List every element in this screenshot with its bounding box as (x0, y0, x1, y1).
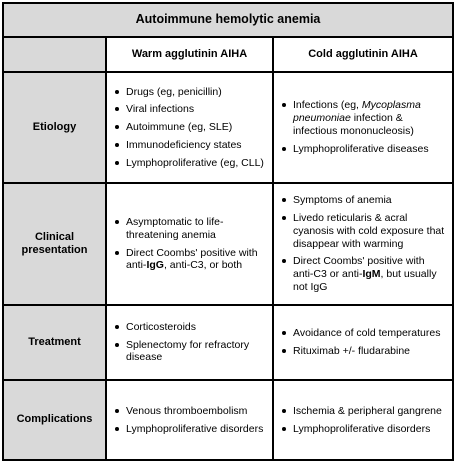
row-label-complications: Complications (2, 379, 107, 461)
list-item: Direct Coombs' positive with anti-C3 or … (278, 255, 446, 293)
cell-etiology-warm: Drugs (eg, penicillin) Viral infections … (105, 71, 274, 184)
column-header-cold: Cold agglutinin AIHA (271, 36, 454, 73)
cell-clinical-cold: Symptoms of anemia Livedo reticularis & … (271, 182, 454, 306)
text-run: , but usually not IgG (293, 268, 437, 293)
list-item: Ischemia & peripheral gangrene (278, 405, 446, 418)
list-item: Direct Coombs' positive with anti-IgG, a… (111, 247, 266, 273)
column-header-warm: Warm agglutinin AIHA (105, 36, 274, 73)
list-etiology-cold: Infections (eg, Mycoplasma pneumoniae in… (278, 99, 446, 155)
list-item: Drugs (eg, penicillin) (111, 86, 266, 99)
list-item: Splenectomy for refractory disease (111, 339, 266, 365)
list-item: Venous thromboembolism (111, 405, 266, 418)
column-header-row: Warm agglutinin AIHA Cold agglutinin AIH… (2, 36, 454, 73)
list-item: Autoimmune (eg, SLE) (111, 121, 266, 134)
row-treatment: Treatment Corticosteroids Splenectomy fo… (2, 304, 454, 381)
list-item: Lymphoproliferative disorders (278, 423, 446, 436)
corner-cell (2, 36, 107, 73)
text-run-italic: Mycoplasma pneumoniae (293, 99, 421, 125)
list-clinical-warm: Asymptomatic to life-threatening anemia … (111, 216, 266, 272)
row-clinical-presentation: Clinical presentation Asymptomatic to lif… (2, 182, 454, 306)
row-label-etiology: Etiology (2, 71, 107, 184)
row-label-clinical-presentation: Clinical presentation (2, 182, 107, 306)
list-item: Corticosteroids (111, 321, 266, 334)
list-item: Immunodeficiency states (111, 139, 266, 152)
text-run: , anti-C3, or both (163, 259, 243, 272)
cell-clinical-warm: Asymptomatic to life-threatening anemia … (105, 182, 274, 306)
list-etiology-warm: Drugs (eg, penicillin) Viral infections … (111, 86, 266, 170)
cell-etiology-cold: Infections (eg, Mycoplasma pneumoniae in… (271, 71, 454, 184)
list-item: Asymptomatic to life-threatening anemia (111, 216, 266, 242)
list-clinical-cold: Symptoms of anemia Livedo reticularis & … (278, 194, 446, 294)
list-item: Rituximab +/- fludarabine (278, 345, 446, 358)
list-item: Viral infections (111, 103, 266, 116)
list-complications-cold: Ischemia & peripheral gangrene Lymphopro… (278, 405, 446, 436)
list-item: Avoidance of cold temperatures (278, 327, 446, 340)
list-item: Livedo reticularis & acral cyanosis with… (278, 212, 446, 250)
cell-treatment-warm: Corticosteroids Splenectomy for refracto… (105, 304, 274, 381)
list-item: Lymphoproliferative (eg, CLL) (111, 157, 266, 170)
list-treatment-warm: Corticosteroids Splenectomy for refracto… (111, 321, 266, 364)
cell-complications-warm: Venous thromboembolism Lymphoproliferati… (105, 379, 274, 461)
table-title: Autoimmune hemolytic anemia (1, 2, 454, 38)
text-run-bold: IgM (362, 268, 381, 281)
list-item: Symptoms of anemia (278, 194, 446, 207)
row-etiology: Etiology Drugs (eg, penicillin) Viral in… (2, 71, 454, 184)
list-item: Infections (eg, Mycoplasma pneumoniae in… (278, 99, 446, 137)
list-treatment-cold: Avoidance of cold temperatures Rituximab… (278, 327, 446, 358)
cell-complications-cold: Ischemia & peripheral gangrene Lymphopro… (271, 379, 454, 461)
cell-treatment-cold: Avoidance of cold temperatures Rituximab… (271, 304, 454, 381)
row-label-treatment: Treatment (2, 304, 107, 381)
row-complications: Complications Venous thromboembolism Lym… (2, 379, 454, 461)
text-run: Direct Coombs' positive with anti- (126, 246, 258, 272)
text-run: infection & infectious mononucleosis) (293, 112, 414, 137)
text-run: Direct Coombs' positive with anti-C3 or … (293, 255, 425, 281)
list-item: Lymphoproliferative diseases (278, 143, 446, 156)
list-item: Lymphoproliferative disorders (111, 423, 266, 436)
list-complications-warm: Venous thromboembolism Lymphoproliferati… (111, 405, 266, 436)
title-row: Autoimmune hemolytic anemia (1, 2, 454, 38)
text-run: Infections (eg, (293, 99, 362, 112)
text-run-bold: IgG (146, 259, 164, 272)
